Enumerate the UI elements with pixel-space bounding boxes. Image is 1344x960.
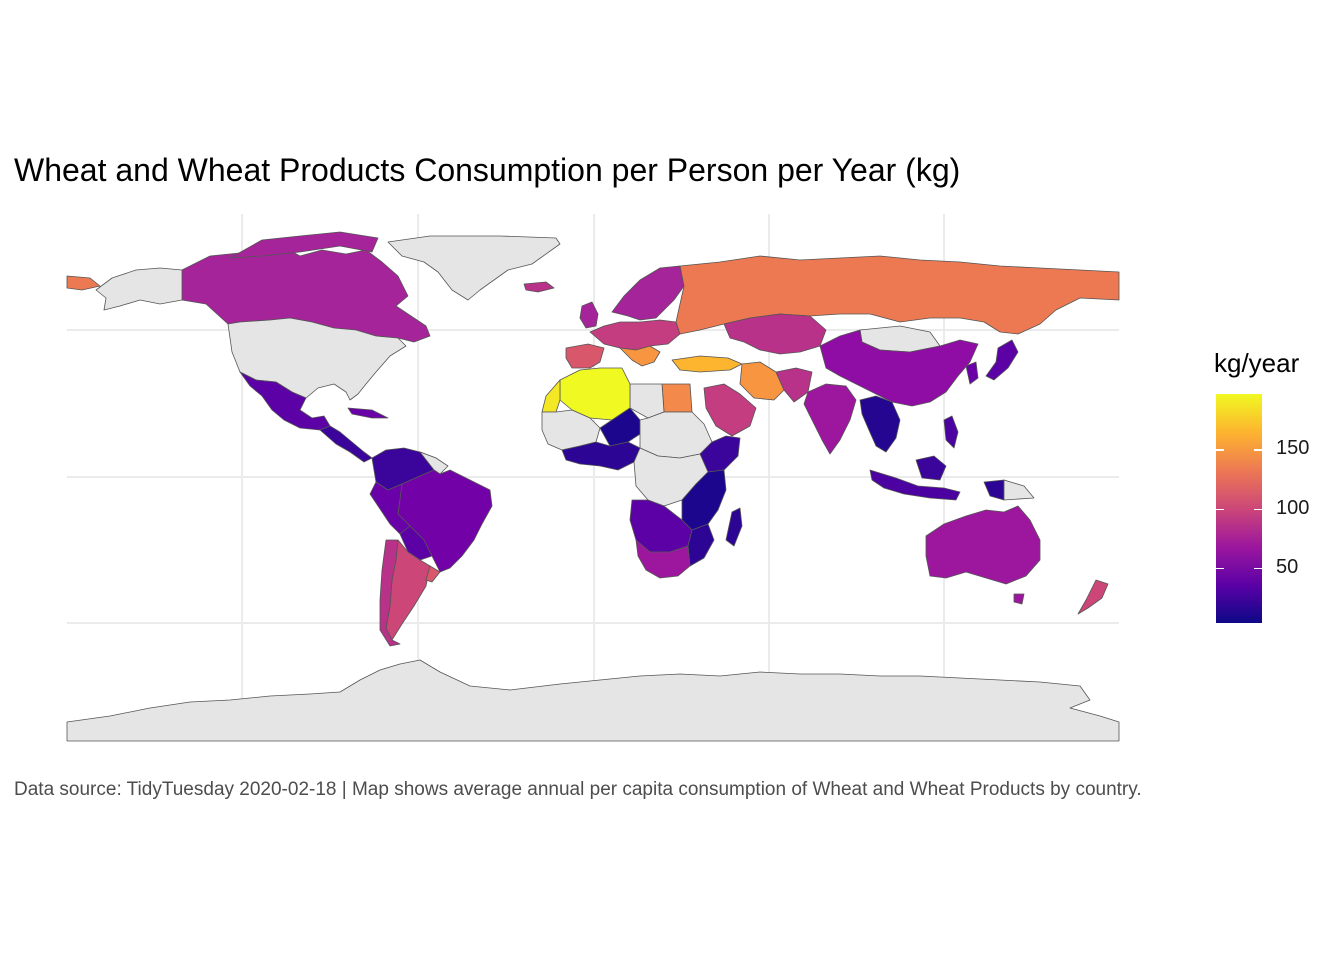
legend-tick [1254, 567, 1262, 570]
country-canada-islands [229, 231, 379, 259]
country-united-kingdom [579, 301, 599, 329]
country-western-europe [589, 319, 681, 351]
country-antarctica [66, 659, 1120, 742]
country-greenland [387, 235, 561, 301]
country-arabia [703, 383, 757, 437]
country-new-zealand [1077, 579, 1109, 615]
legend-label-100: 100 [1276, 496, 1310, 519]
country-chile [379, 539, 401, 647]
country-scandinavia [611, 265, 685, 321]
country-morocco [541, 379, 561, 413]
country-iran [739, 361, 785, 401]
country-australia [925, 505, 1041, 585]
country-southeast-asia [859, 395, 901, 453]
country-chad-sudan [639, 411, 713, 459]
legend-label-50: 50 [1276, 555, 1299, 578]
country-libya [629, 383, 665, 419]
country-philippines [943, 415, 959, 449]
legend-tick [1216, 508, 1224, 510]
country-tasmania [1013, 593, 1025, 605]
legend-label-150: 150 [1276, 437, 1310, 460]
country-kazakhstan [723, 313, 827, 355]
country-uruguay [425, 565, 441, 583]
country-india [803, 383, 857, 455]
legend-tick [1254, 508, 1262, 510]
chart-title: Wheat and Wheat Products Consumption per… [14, 152, 961, 188]
country-mozambique [687, 523, 715, 567]
country-italy-balkans [619, 345, 661, 367]
country-russia-east-tip [66, 275, 101, 291]
legend-tick [1216, 449, 1224, 451]
legend-title: kg/year [1214, 348, 1300, 378]
country-south-africa [635, 539, 691, 579]
country-turkey [671, 355, 743, 373]
country-central-america [319, 425, 373, 463]
legend-tick [1216, 567, 1224, 570]
country-korea [965, 361, 979, 385]
country-iceland [523, 281, 555, 293]
legend-tick [1254, 449, 1262, 451]
country-japan [985, 339, 1019, 381]
country-cuba [347, 407, 389, 419]
country-alaska [95, 267, 183, 311]
country-mexico [239, 371, 331, 431]
country-spain [565, 343, 605, 369]
caption: Data source: TidyTuesday 2020-02-18 | Ma… [14, 779, 1142, 800]
country-indonesia [869, 469, 961, 501]
country-papua [983, 479, 1005, 501]
country-png [1003, 479, 1035, 501]
country-madagascar [725, 507, 743, 547]
country-egypt [661, 383, 693, 413]
country-china [819, 329, 979, 407]
country-borneo [915, 455, 947, 481]
country-guianas [419, 451, 449, 475]
